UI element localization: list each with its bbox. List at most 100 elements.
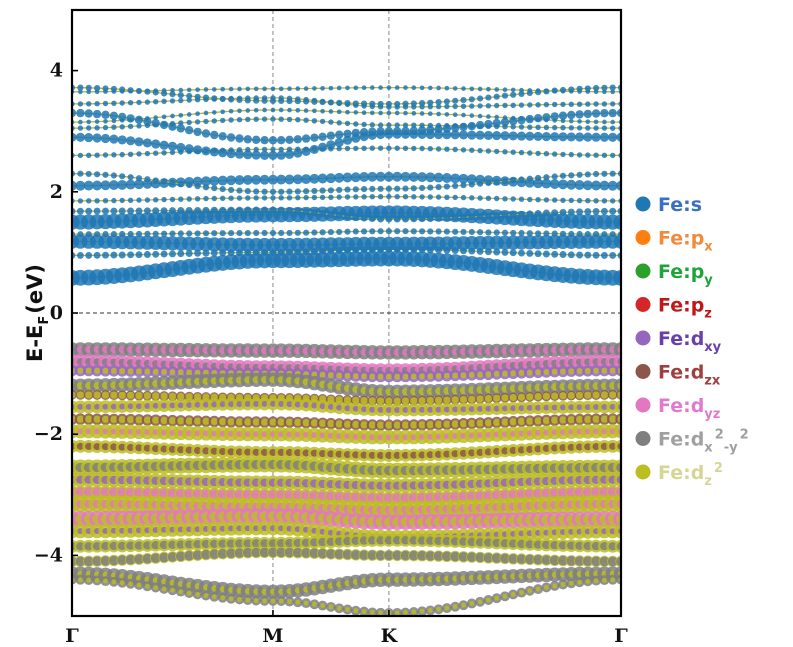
band-25-point-20-dzx [235, 448, 244, 456]
band-28 [72, 485, 621, 505]
band-35-point-46-dz2 [452, 604, 458, 610]
band-16-point-13-s [177, 92, 184, 99]
band-20 [72, 372, 621, 399]
band-22-point-11-dxy [161, 402, 168, 409]
band-25-point-54-dzx [517, 446, 526, 454]
band-32-point-46-dx2y2 [451, 537, 460, 546]
band-16-point-51-s [493, 93, 500, 100]
band-3-point-27-s [294, 229, 301, 236]
band-5-point-13-s [177, 207, 185, 214]
band-21-point-49-dz2 [476, 395, 484, 403]
band-22-point-20-dxy [236, 401, 243, 408]
band-13-point-62-s [583, 109, 592, 119]
band-22-point-44-dxy [435, 406, 442, 413]
band-3-point-55-s [526, 230, 533, 237]
legend-label-0: Fe:s [658, 194, 702, 216]
band-33-point-9-dx2y2 [142, 553, 153, 564]
band-35-point-9-dz2 [145, 583, 150, 589]
band-21-point-63-dz2 [592, 391, 600, 399]
band-35-point-27-dz2 [295, 599, 301, 605]
band-8-point-33-s [344, 186, 351, 193]
band-10-point-50-s [483, 130, 493, 140]
band-33-point-44-dx2y2 [433, 551, 444, 561]
band-22-point-25-dxy [278, 401, 285, 407]
band-7-point-35-s [359, 172, 370, 182]
band-19-point-38-dz2 [385, 373, 392, 380]
band-7-point-2-s [83, 180, 94, 191]
band-23-point-34-dz2 [352, 420, 360, 429]
band-32-point-11-dx2y2 [159, 540, 169, 550]
band-10-point-3-s [92, 133, 102, 143]
band-21-point-10-dz2 [152, 392, 160, 400]
band-8-point-7-s [127, 174, 134, 181]
band-23-point-38-dz2 [385, 421, 393, 429]
band-3-point-54-s [518, 229, 525, 237]
band-3-point-22-s [253, 229, 260, 237]
band-21-point-11-dz2 [160, 392, 168, 400]
band-19-point-58-dz2 [551, 368, 558, 375]
band-32-point-43-dx2y2 [426, 536, 435, 545]
band-15-point-15-s [195, 87, 200, 93]
band-14-point-52-s [502, 102, 508, 109]
band-16-point-8-s [135, 87, 143, 94]
band-15-point-19-s [228, 86, 234, 92]
band-23-point-3-dz2 [93, 415, 101, 423]
band-7-point-60-s [566, 179, 577, 190]
band-10-point-16-s [201, 146, 211, 156]
band-32-point-60-dx2y2 [567, 541, 576, 550]
band-9-point-24-s [270, 146, 276, 153]
band-12-point-2-s [86, 119, 92, 125]
band-19-point-42-dz2 [419, 373, 426, 380]
legend-label-3: Fe:pz [658, 295, 712, 322]
band-35-point-62-dz2 [585, 578, 591, 584]
band-23-point-24-dz2 [269, 418, 277, 426]
band-13-point-35-s [359, 128, 369, 137]
band-3-point-4-s [102, 231, 109, 238]
band-25-point-61-dzx [576, 443, 584, 451]
band-5-point-4-s [102, 207, 109, 215]
band-3-point-37-s [377, 228, 384, 235]
band-33-point-43-dx2y2 [425, 551, 436, 561]
band-22-point-48-dxy [468, 406, 475, 413]
band-6-point-2-s [86, 198, 92, 204]
band-15-point-53-s [510, 87, 516, 93]
band-21-point-41-dz2 [410, 397, 418, 405]
band-7-point-22-s [251, 174, 262, 185]
band-22-point-55-dxy [526, 404, 533, 411]
band-25-point-15-dzx [194, 446, 202, 455]
band-32-point-26-dx2y2 [285, 538, 294, 548]
band-7-point-41-s [408, 171, 419, 182]
band-35-point-11-dz2 [161, 586, 167, 592]
band-21-point-3-dz2 [93, 391, 101, 399]
band-1-point-62-s [584, 251, 592, 259]
band-3-point-64-s [601, 231, 608, 238]
band-16-point-62-s [584, 85, 591, 92]
band-13-point-63-s [591, 109, 601, 118]
band-10-point-8-s [134, 137, 144, 147]
band-8-point-13-s [177, 180, 184, 187]
band-15-point-40-s [403, 85, 408, 90]
band-6-point-13-s [178, 196, 184, 202]
band-29 [72, 495, 621, 519]
band-15-point-16-s [203, 87, 209, 92]
band-35-point-15-dz2 [195, 591, 201, 597]
band-25-point-13-dzx [177, 446, 185, 454]
band-15-point-41-s [411, 85, 417, 91]
band-23 [72, 413, 621, 431]
band-33-point-23-dx2y2 [259, 547, 270, 558]
band-7-point-33-s [342, 172, 353, 183]
band-1-point-13-s [177, 250, 185, 258]
band-25-point-51-dzx [493, 447, 501, 455]
ytick-label-2: 0 [50, 302, 63, 324]
band-15-point-43-s [427, 85, 433, 91]
band-5-point-3-s [93, 207, 101, 215]
band-21-point-51-dz2 [493, 394, 501, 402]
band-25-point-30-dzx [319, 450, 327, 458]
band-3-point-2-s [85, 231, 92, 238]
band-6-point-1-s [77, 198, 84, 204]
band-5-point-27-s [294, 207, 302, 215]
band-21-point-35-dz2 [360, 396, 368, 405]
band-14-point-8-s [136, 99, 142, 106]
band-33-point-35-dx2y2 [359, 550, 369, 560]
band-1-point-4-s [102, 251, 109, 259]
